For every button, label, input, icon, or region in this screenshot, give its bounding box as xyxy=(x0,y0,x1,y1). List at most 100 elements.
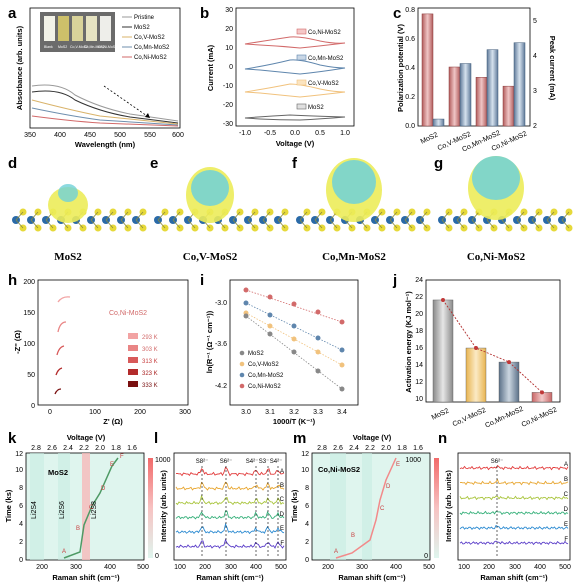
k-point-1: B xyxy=(76,526,80,532)
k-xtick-1: 300 xyxy=(70,564,82,571)
spectrum-curve xyxy=(459,510,569,516)
l-xtick-3: 400 xyxy=(250,564,262,571)
k-point-2: C xyxy=(89,505,94,511)
n-curve-5: F xyxy=(564,537,568,543)
trend-arrow-head xyxy=(145,113,150,118)
struct-label-3: Co,Ni-MoS2 xyxy=(467,251,526,263)
k-xlabel: Raman shift (cm⁻¹) xyxy=(52,573,120,582)
h-xlabel: Z' (Ω) xyxy=(103,417,123,426)
c-bar-group xyxy=(421,13,526,127)
l-frame xyxy=(173,452,287,561)
b-ytick-3: 0 xyxy=(229,64,233,71)
n-curves xyxy=(459,464,569,546)
vial-co-mn xyxy=(86,16,97,41)
m-xtick-2: 400 xyxy=(390,564,402,571)
l-curve-0: A xyxy=(280,469,284,475)
m-ytick-6: 12 xyxy=(301,451,309,458)
j-cat-2: Co,Mn-MoS2 xyxy=(484,406,524,430)
i-xlabel: 1000/T (K⁻¹) xyxy=(273,417,316,426)
k-top-5: 1.8 xyxy=(111,445,121,452)
m-ytick-3: 6 xyxy=(305,503,309,510)
spectrum-curve xyxy=(175,466,285,477)
j-ytick-5: 20 xyxy=(415,311,423,318)
i-xtick-4: 3.4 xyxy=(337,409,347,416)
h-ytick-1: 50 xyxy=(27,372,35,379)
k-ytick-2: 4 xyxy=(19,521,23,528)
k-top-6: 1.6 xyxy=(127,445,137,452)
l-ylabel: Intensity (arb. units) xyxy=(159,470,168,542)
i-points xyxy=(243,287,345,392)
panel-letter-m: m xyxy=(293,430,306,447)
struct-label-0: MoS2 xyxy=(54,251,82,263)
a-ylabel: Absorbance (arb. units) xyxy=(15,25,24,110)
legend-a-1: MoS2 xyxy=(134,25,150,31)
n-xtick-3: 400 xyxy=(534,564,546,571)
j-cat-1: Co,V-MoS2 xyxy=(452,407,487,429)
c-ytick-right-0: 2 xyxy=(533,123,537,130)
n-ylabel: Intensity (arb. units) xyxy=(444,470,453,542)
spectrum-curve xyxy=(175,538,285,549)
spectrum-curve xyxy=(175,510,285,520)
l-xtick-1: 200 xyxy=(199,564,211,571)
j-cat-0: MoS2 xyxy=(431,408,451,422)
vial-label-2: Co,V-MoS2 xyxy=(70,45,88,49)
k-cb-max: 1000 xyxy=(155,457,171,464)
panel-b-frame xyxy=(235,7,355,127)
m-point-1: B xyxy=(351,533,355,539)
spectrum-curve xyxy=(459,540,569,546)
eis-303 xyxy=(57,321,67,333)
b-xlabel: Voltage (V) xyxy=(276,139,315,148)
vial-blank xyxy=(44,16,55,41)
spectrum-curve xyxy=(175,481,285,491)
k-ytick-6: 12 xyxy=(15,451,23,458)
j-ytick-3: 16 xyxy=(415,345,423,352)
vials xyxy=(44,16,111,41)
blob-g xyxy=(468,156,524,220)
l-peak-4: S4²⁻ xyxy=(270,459,283,465)
n-frame xyxy=(457,452,571,561)
panel-letter-a: a xyxy=(8,5,17,22)
k-xtick-0: 200 xyxy=(36,564,48,571)
m-ytick-1: 2 xyxy=(305,539,309,546)
j-ytick-2: 14 xyxy=(415,362,423,369)
panel-letter-b: b xyxy=(200,5,209,22)
a-xtick-2: 450 xyxy=(84,132,96,139)
legend-i-3: Co,Ni-MoS2 xyxy=(248,384,281,390)
a-xlabel: Wavelength (nm) xyxy=(75,140,136,149)
m-voltage-curve xyxy=(335,457,397,559)
h-xtick-2: 200 xyxy=(134,409,146,416)
legend-h-2: 313 K xyxy=(142,359,158,365)
panel-h-frame xyxy=(37,279,189,406)
i-ytick-0: -4.2 xyxy=(215,383,227,390)
l-xlabel: Raman shift (cm⁻¹) xyxy=(196,573,264,582)
trend-arrow xyxy=(103,85,151,119)
a-xtick-0: 350 xyxy=(24,132,36,139)
m-point-3: D xyxy=(386,484,391,490)
m-point-0: A xyxy=(334,549,338,555)
curve-co-mn xyxy=(31,107,179,126)
m-top-6: 1.6 xyxy=(413,445,423,452)
c-ytick-right-3: 5 xyxy=(533,18,537,25)
b-ytick-1: -20 xyxy=(223,102,233,109)
k-ylabel: Time (ks) xyxy=(4,489,13,522)
l-peak-3: S3⁻ xyxy=(259,459,270,465)
blob-f xyxy=(326,158,382,222)
c-ytick-left-3: 0.6 xyxy=(405,36,415,43)
n-curve-2: C xyxy=(564,492,569,498)
j-ytick-4: 18 xyxy=(415,328,423,335)
eis-293 xyxy=(57,296,71,303)
l-curve-5: F xyxy=(280,541,284,547)
spectrum-curve xyxy=(175,522,285,535)
panel-i-legend: MoS2 Co,V-MoS2 Co,Mn-MoS2 Co,Ni-MoS2 xyxy=(239,350,284,390)
eis-333 xyxy=(54,388,62,395)
m-top-5: 1.8 xyxy=(397,445,407,452)
curve-pristine xyxy=(31,84,179,122)
b-ytick-5: 20 xyxy=(225,26,233,33)
m-top-4: 2.0 xyxy=(381,445,391,452)
m-point-4: E xyxy=(396,462,400,468)
panel-i-arrhenius: MoS2 Co,V-MoS2 Co,Mn-MoS2 Co,Ni-MoS2 -4.… xyxy=(205,279,359,426)
blob-d xyxy=(48,184,88,223)
k-top-0: 2.8 xyxy=(31,445,41,452)
cv-co-mn xyxy=(244,59,346,75)
n-curve-3: D xyxy=(564,507,569,513)
